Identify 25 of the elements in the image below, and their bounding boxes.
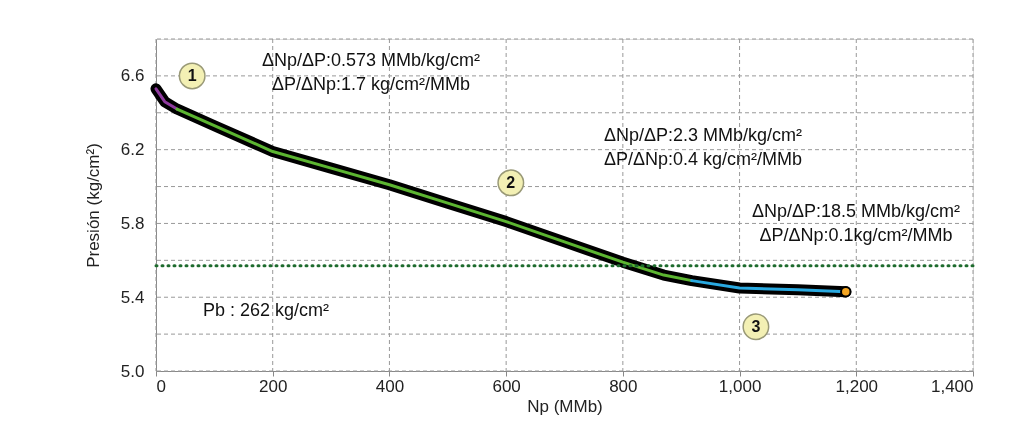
annotation: ΔNp/ΔP:18.5 MMb/kg/cm²: [751, 201, 961, 221]
y-axis-title: Presión (kg/cm²): [83, 143, 103, 268]
x-tick-label: 1,000: [718, 376, 762, 396]
y-tick-label: 6.6: [120, 66, 145, 86]
annotation: ΔNp/ΔP:2.3 MMb/kg/cm²: [603, 125, 803, 145]
x-tick-label: 600: [492, 376, 521, 396]
y-tick-label: 5.0: [120, 361, 145, 381]
x-tick-label: 1,400: [930, 376, 974, 396]
annotation: ΔNp/ΔP:0.573 MMb/kg/cm²: [261, 50, 481, 70]
annotation: 3: [751, 317, 761, 335]
x-axis-title: Np (MMb): [527, 396, 603, 416]
annotation: 1: [187, 66, 197, 84]
x-tick-label: 800: [609, 376, 638, 396]
annotation: ΔP/ΔNp:0.1kg/cm²/MMb: [759, 225, 953, 245]
annotation: ΔP/ΔNp:0.4 kg/cm²/MMb: [603, 149, 803, 169]
annotation: ΔP/ΔNp:1.7 kg/cm²/MMb: [271, 74, 471, 94]
y-tick-label: 5.4: [120, 287, 145, 307]
annotation: 2: [506, 173, 516, 191]
y-tick-label: 5.8: [120, 213, 145, 233]
x-tick-label: 200: [259, 376, 288, 396]
x-tick-label: 0: [156, 376, 166, 396]
annotation: Pb : 262 kg/cm²: [202, 300, 330, 320]
x-tick-label: 400: [375, 376, 405, 396]
x-tick-label: 1,200: [835, 376, 879, 396]
y-tick-label: 6.2: [120, 140, 145, 160]
